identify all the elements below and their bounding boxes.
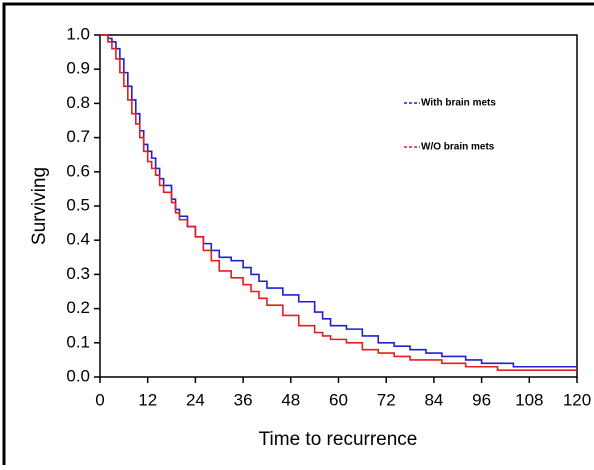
y-tick-label: 0.7 [66,127,90,146]
y-tick-label: 0.6 [66,161,90,180]
y-tick-label: 0.1 [66,332,90,351]
y-tick-label: 0.3 [66,264,90,283]
y-tick-label: 0.4 [66,230,90,249]
x-tick-label: 0 [95,390,104,409]
legend-label: W/O brain mets [421,142,495,153]
x-tick-label: 96 [472,390,491,409]
y-tick-label: 0.8 [66,93,90,112]
survival-curve [100,34,577,368]
y-tick-label: 0.0 [66,366,90,385]
x-tick-label: 24 [186,390,205,409]
x-tick-label: 72 [377,390,396,409]
y-tick-label: 1.0 [66,24,90,43]
x-axis-title: Time to recurrence [259,429,418,450]
y-tick-label: 0.9 [66,59,90,78]
y-axis-title: Surviving [29,167,50,245]
x-tick-label: 84 [424,390,443,409]
survival-curve [100,34,577,371]
x-tick-label: 108 [515,390,543,409]
y-tick-label: 0.2 [66,298,90,317]
x-tick-label: 48 [281,390,300,409]
y-tick-label: 0.5 [66,195,90,214]
legend-label: With brain mets [421,98,496,109]
x-tick-label: 36 [234,390,253,409]
x-tick-label: 120 [563,390,591,409]
x-tick-label: 60 [329,390,348,409]
x-tick-label: 12 [138,390,157,409]
